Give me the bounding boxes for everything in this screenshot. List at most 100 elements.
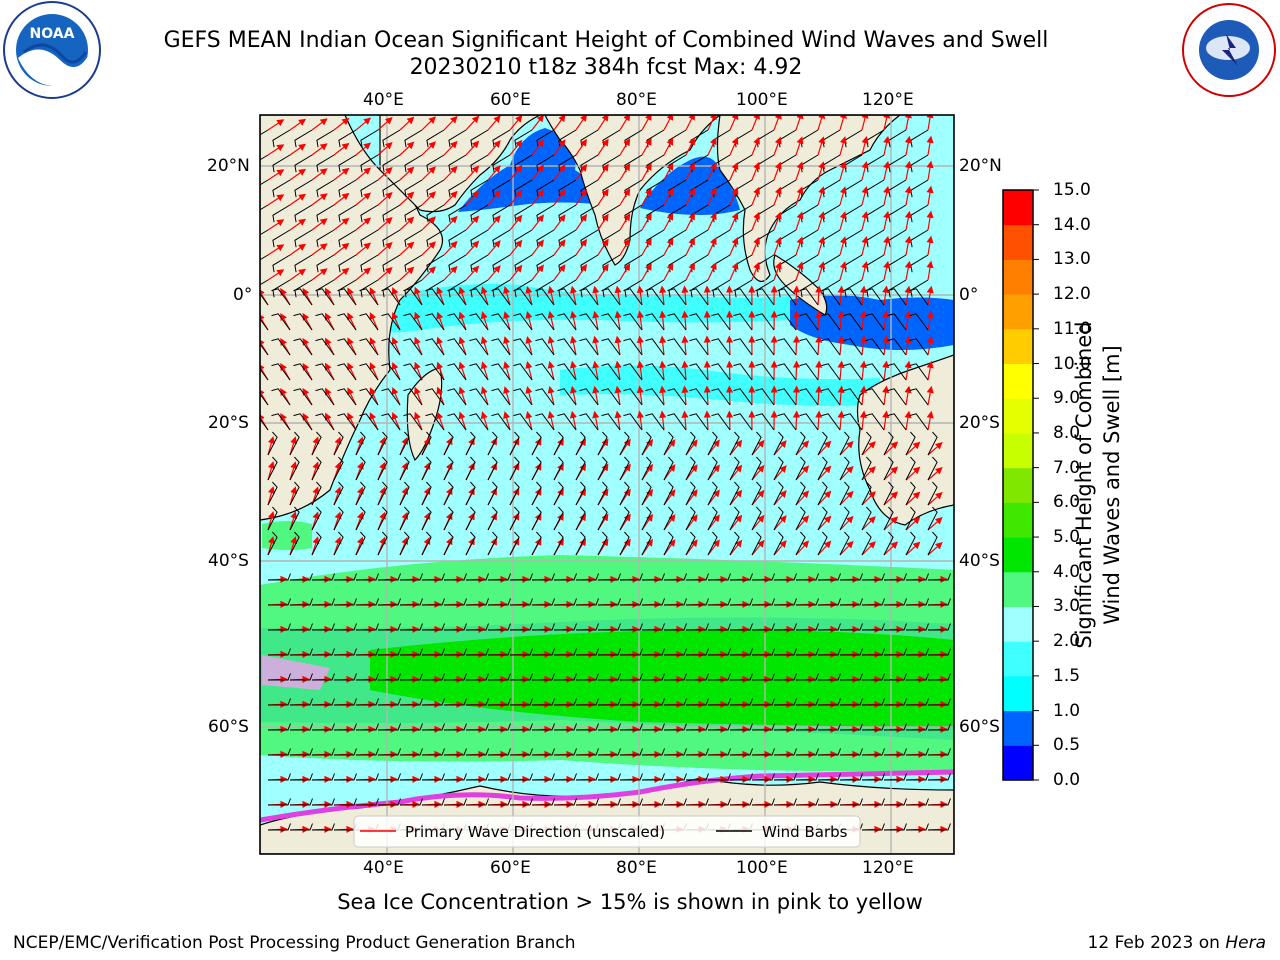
wind-barb [711, 313, 731, 331]
wind-barb [553, 456, 564, 481]
wind-barb [531, 481, 542, 506]
wave-direction-arrow [553, 264, 566, 281]
colorbar-segment [1003, 502, 1033, 538]
wave-direction-arrow [773, 236, 782, 256]
wave-direction-arrow [837, 310, 845, 331]
wind-barb [535, 413, 555, 431]
wave-direction-arrow [703, 310, 711, 331]
wind-barb [840, 773, 863, 781]
wave-direction-arrow [817, 186, 826, 206]
wind-barb [487, 481, 498, 506]
wind-barb [818, 773, 841, 781]
wind-barb [487, 506, 498, 531]
chart-title: GEFS MEAN Indian Ocean Significant Heigh… [163, 28, 1049, 53]
wind-barb [884, 598, 907, 606]
wind-barb [315, 363, 335, 381]
wind-barb [774, 748, 797, 756]
wave-direction-arrow [619, 188, 631, 206]
wind-barb [360, 154, 379, 173]
wind-barb [641, 431, 652, 456]
wave-direction-arrow [355, 142, 372, 156]
wind-barb [425, 288, 445, 306]
wind-barb [575, 431, 586, 456]
wind-barb [290, 573, 313, 581]
wave-direction-arrow [636, 335, 644, 356]
colorbar-tick-label: 15.0 [1053, 180, 1091, 200]
wind-barb [554, 698, 577, 706]
wind-barb [664, 723, 687, 731]
wind-barb [355, 481, 366, 506]
wave-direction-arrow [905, 491, 921, 506]
wind-barb [260, 154, 269, 161]
wind-barb [862, 573, 885, 581]
wind-barb [686, 573, 709, 581]
wind-barb [821, 363, 841, 381]
wind-barb [664, 673, 687, 681]
wind-barb [707, 431, 718, 456]
wind-barb [795, 456, 806, 481]
wave-direction-arrow [436, 361, 445, 381]
wind-barb [711, 413, 731, 431]
wave-direction-arrow [795, 261, 804, 281]
wave-direction-arrow [751, 136, 760, 156]
wave-direction-arrow [525, 286, 533, 306]
wind-barb [268, 623, 291, 631]
wind-barb [469, 313, 489, 331]
wave-direction-arrow [904, 185, 912, 206]
wave-direction-arrow [663, 187, 674, 206]
wind-barb [554, 773, 577, 781]
wind-barb [575, 456, 586, 481]
low-wave-indonesia [790, 295, 954, 350]
wind-barb [708, 673, 731, 681]
wind-barb [378, 648, 401, 656]
wind-barb [315, 413, 335, 431]
wind-barb [557, 338, 577, 356]
wave-direction-arrow [905, 541, 921, 556]
wave-direction-arrow [421, 166, 436, 181]
wind-barb [777, 288, 797, 306]
wave-direction-arrow [355, 117, 372, 131]
wave-direction-arrow [503, 361, 511, 381]
wind-barb [909, 338, 929, 356]
wind-barb [290, 623, 313, 631]
wind-barb [290, 773, 313, 781]
wave-direction-arrow [509, 189, 523, 206]
wave-direction-arrow [751, 115, 760, 131]
wind-barb [531, 506, 542, 531]
wind-barb [378, 798, 401, 806]
wave-direction-arrow [815, 335, 823, 356]
wave-direction-arrow [681, 385, 689, 406]
wind-barb [686, 648, 709, 656]
wave-direction-arrow [641, 137, 652, 156]
wave-direction-arrow [267, 119, 285, 131]
wind-barb [532, 573, 555, 581]
wind-barb [312, 573, 335, 581]
wind-barb [553, 506, 564, 531]
wave-direction-arrow [458, 336, 467, 356]
colorbar-tick-label: 13.0 [1053, 249, 1091, 270]
wind-barb [733, 338, 753, 356]
wind-barb [865, 388, 885, 406]
wind-barb [576, 648, 599, 656]
wind-barb [928, 623, 951, 631]
wind-barb [378, 673, 401, 681]
footer-machine: Hera [1225, 933, 1266, 953]
wave-direction-arrow [773, 186, 782, 206]
wind-barb [623, 413, 643, 431]
wave-direction-arrow [487, 215, 501, 231]
wave-direction-arrow [792, 410, 801, 431]
wind-barb [575, 481, 586, 506]
wind-barb [576, 798, 599, 806]
wave-direction-arrow [703, 360, 711, 381]
wind-barb [268, 798, 291, 806]
wind-barb [689, 388, 709, 406]
wind-barb [469, 388, 489, 406]
wind-barb [796, 723, 819, 731]
wave-direction-arrow [926, 360, 934, 381]
wave-direction-arrow [883, 441, 899, 456]
wind-barb [260, 293, 269, 306]
wind-barb [843, 363, 863, 381]
wind-barb [260, 179, 269, 186]
wave-direction-arrow [480, 286, 489, 306]
